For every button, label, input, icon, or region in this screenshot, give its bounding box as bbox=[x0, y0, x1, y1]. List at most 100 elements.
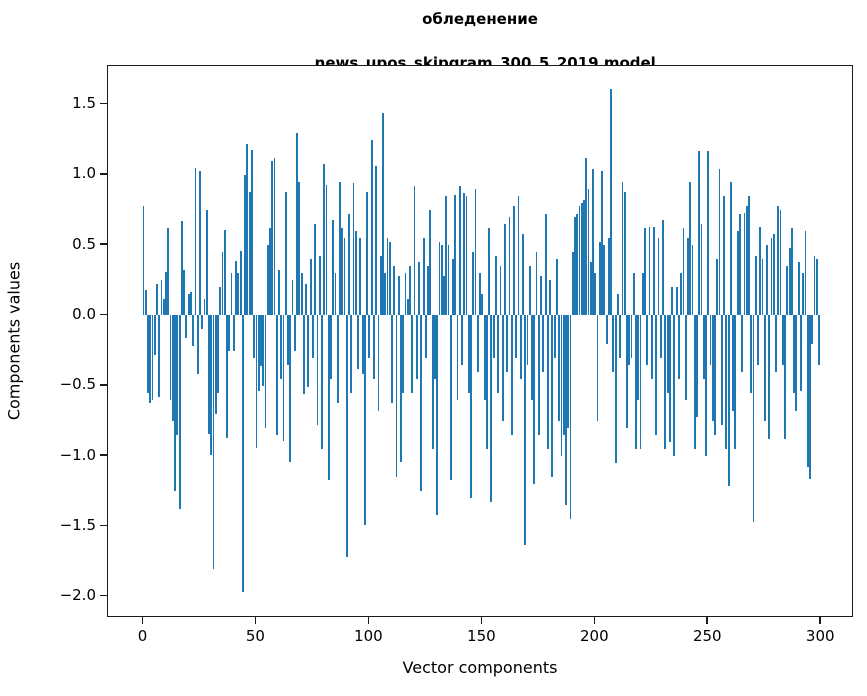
bar bbox=[472, 252, 475, 316]
x-tick-label: 50 bbox=[245, 627, 265, 645]
y-tick bbox=[100, 524, 107, 527]
bar bbox=[585, 157, 588, 316]
bar bbox=[587, 188, 590, 316]
bar bbox=[151, 315, 154, 400]
bar bbox=[488, 228, 491, 316]
bar bbox=[725, 315, 728, 449]
bar bbox=[567, 315, 570, 428]
bar bbox=[363, 315, 366, 525]
bar bbox=[260, 315, 262, 367]
bar bbox=[499, 266, 502, 316]
bar bbox=[786, 266, 789, 316]
bar bbox=[598, 242, 601, 316]
bar bbox=[291, 280, 294, 316]
bar bbox=[657, 238, 660, 316]
bar bbox=[729, 181, 732, 316]
bar bbox=[422, 238, 425, 316]
bar bbox=[510, 315, 513, 435]
bar bbox=[490, 315, 493, 503]
bar bbox=[160, 280, 163, 316]
x-tick-label: 0 bbox=[137, 627, 148, 645]
bar bbox=[336, 315, 339, 403]
bar bbox=[580, 202, 583, 316]
x-tick bbox=[593, 617, 596, 624]
bar bbox=[732, 315, 735, 412]
bar bbox=[434, 315, 436, 379]
bar bbox=[343, 238, 346, 316]
bar bbox=[452, 259, 454, 316]
bar bbox=[357, 315, 359, 369]
bar bbox=[436, 315, 439, 516]
x-tick bbox=[141, 617, 144, 624]
bar bbox=[809, 315, 811, 479]
bar bbox=[693, 315, 696, 449]
bar bbox=[779, 209, 782, 316]
bar bbox=[485, 315, 488, 449]
bar bbox=[391, 315, 393, 403]
bar bbox=[251, 149, 253, 316]
bar bbox=[214, 315, 217, 414]
bar bbox=[420, 315, 423, 492]
bar bbox=[811, 315, 814, 344]
bar bbox=[745, 205, 748, 316]
bar bbox=[492, 315, 495, 358]
bar bbox=[406, 298, 409, 316]
bar bbox=[583, 200, 585, 316]
bar bbox=[325, 184, 328, 316]
bar bbox=[386, 238, 389, 316]
bar bbox=[705, 315, 707, 457]
bar bbox=[205, 209, 208, 316]
bar bbox=[515, 315, 518, 358]
bar bbox=[619, 315, 622, 358]
bar bbox=[397, 276, 400, 316]
bar bbox=[775, 315, 777, 372]
bar bbox=[413, 186, 416, 316]
bar bbox=[497, 315, 500, 393]
bar bbox=[352, 183, 355, 316]
bar bbox=[239, 250, 242, 316]
bar bbox=[659, 315, 662, 358]
plot-area bbox=[107, 65, 853, 617]
bar bbox=[517, 195, 520, 316]
bar bbox=[388, 242, 391, 316]
bar bbox=[596, 315, 599, 421]
bar bbox=[196, 315, 199, 375]
bar bbox=[230, 273, 233, 316]
bar bbox=[415, 315, 418, 379]
bar bbox=[149, 315, 152, 403]
bar bbox=[653, 226, 655, 316]
bar bbox=[770, 238, 773, 316]
bar bbox=[612, 315, 615, 372]
bar bbox=[424, 315, 427, 358]
bar bbox=[800, 315, 802, 392]
bar bbox=[167, 228, 170, 316]
bar bbox=[781, 315, 784, 365]
bar bbox=[456, 315, 459, 400]
bar bbox=[574, 217, 576, 316]
bar bbox=[565, 315, 567, 506]
bar bbox=[748, 195, 750, 316]
bar bbox=[700, 224, 703, 316]
bar bbox=[431, 315, 434, 449]
bar bbox=[662, 219, 664, 316]
y-tick bbox=[100, 383, 107, 386]
bar bbox=[289, 315, 292, 462]
bar bbox=[373, 315, 375, 379]
bar bbox=[524, 315, 527, 545]
bar bbox=[795, 315, 798, 412]
bar bbox=[759, 226, 762, 316]
bar bbox=[716, 259, 719, 316]
bar bbox=[813, 256, 816, 316]
bar bbox=[321, 315, 323, 449]
bar bbox=[253, 315, 256, 358]
bar bbox=[440, 245, 443, 316]
bar bbox=[296, 132, 298, 316]
bar bbox=[734, 315, 737, 449]
x-tick bbox=[819, 617, 822, 624]
bar bbox=[678, 315, 680, 379]
bar bbox=[763, 315, 766, 421]
bar bbox=[314, 224, 317, 316]
bar bbox=[307, 315, 310, 388]
bar bbox=[178, 315, 181, 510]
bar bbox=[359, 238, 362, 316]
